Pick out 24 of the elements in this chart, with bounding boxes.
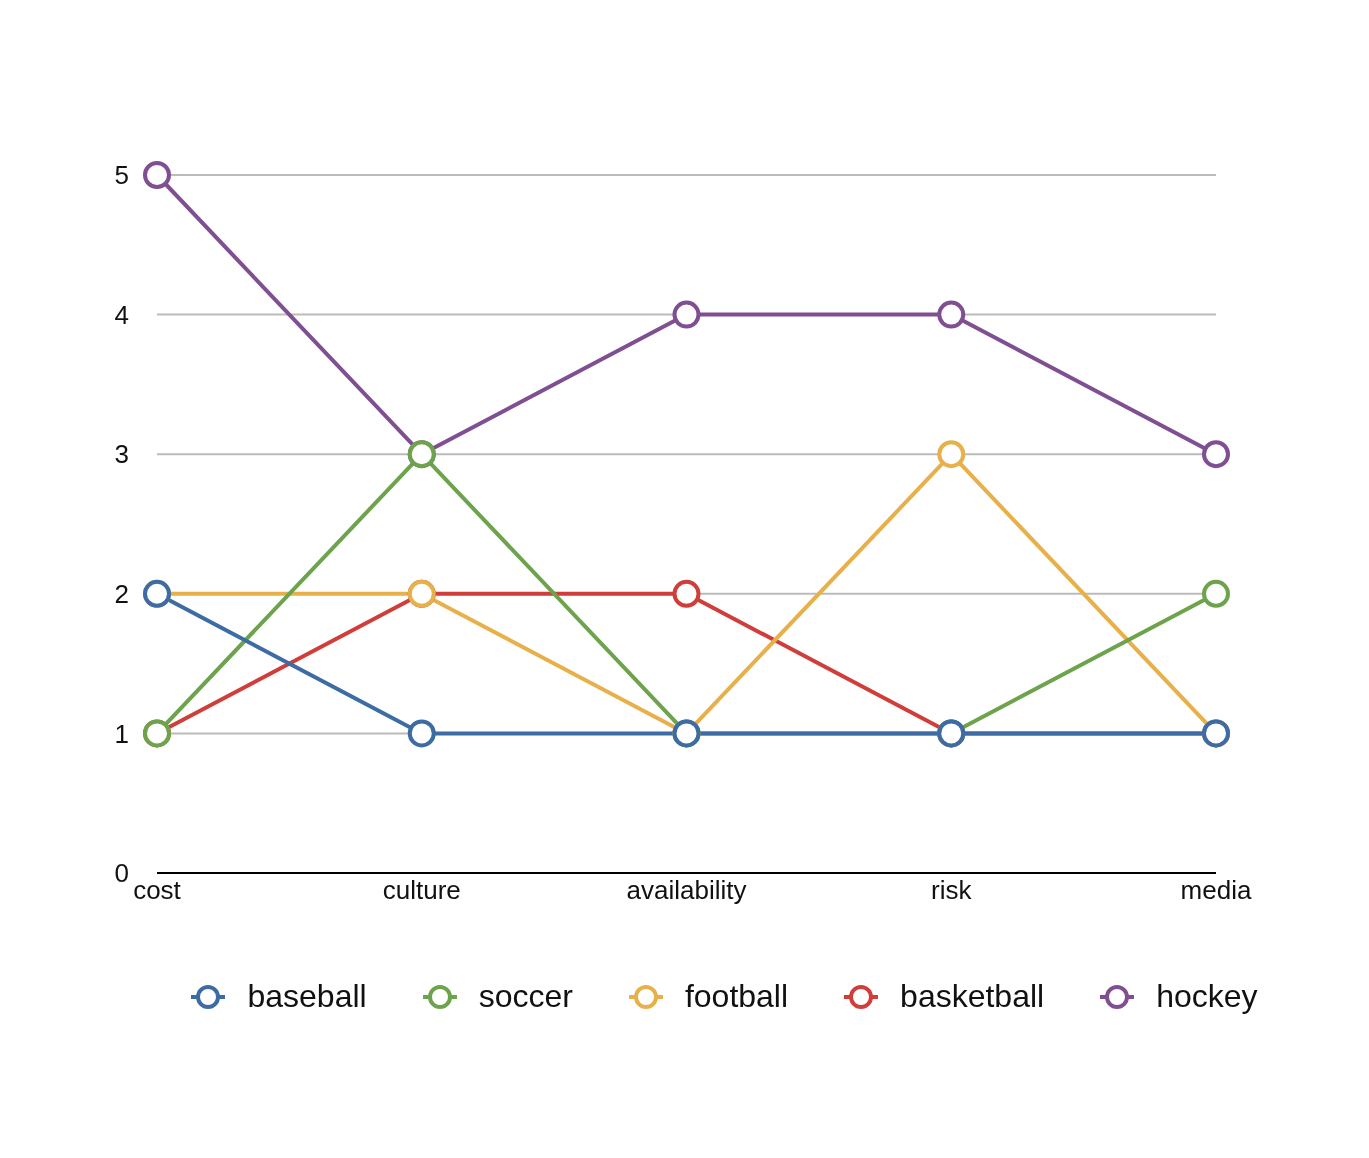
point [1202, 579, 1230, 608]
y-tick-label: 1 [114, 718, 129, 749]
legend-label: baseball [247, 978, 367, 1015]
x-tick-label: cost [133, 875, 182, 906]
legend-label: football [684, 978, 789, 1015]
point [1202, 440, 1230, 469]
y-tick-label: 3 [114, 439, 129, 470]
point [672, 579, 701, 608]
legend-label: hockey [1156, 978, 1258, 1015]
y-tick-label: 0 [114, 858, 129, 889]
legend-label: soccer [478, 978, 573, 1015]
point [937, 300, 966, 329]
x-tick-label: availability [626, 875, 747, 906]
point [937, 440, 966, 469]
x-tick-label: media [1180, 875, 1252, 906]
y-tick-label: 5 [114, 160, 129, 191]
x-tick-label: culture [382, 875, 461, 906]
point [407, 719, 436, 748]
y-tick-label: 4 [114, 299, 129, 330]
x-tick-label: risk [931, 875, 973, 906]
point [143, 161, 171, 189]
y-tick-label: 2 [114, 579, 129, 610]
point [672, 300, 701, 329]
legend-label: basketball [900, 978, 1045, 1015]
